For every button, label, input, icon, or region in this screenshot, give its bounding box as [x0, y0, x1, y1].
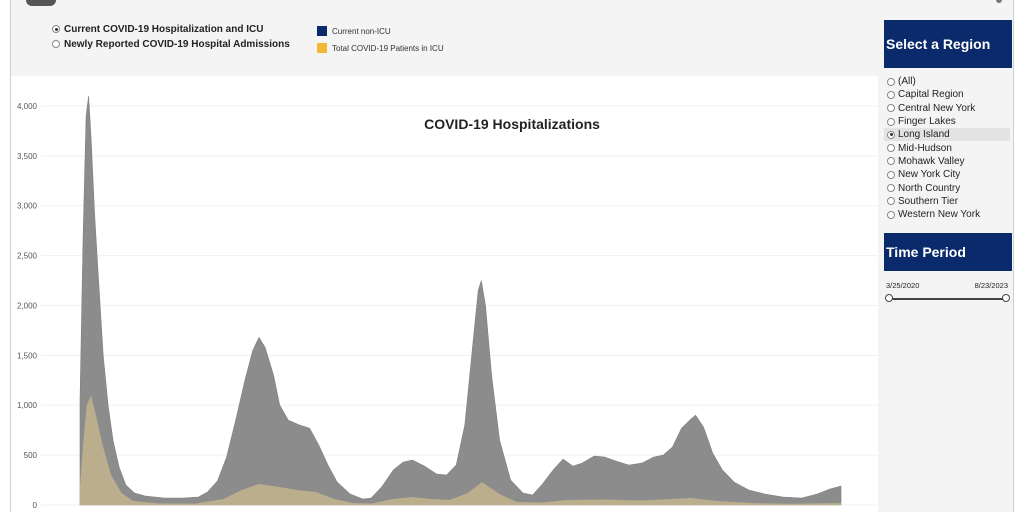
- chart-title: COVID-19 Hospitalizations: [424, 116, 600, 132]
- region-option[interactable]: Western New York: [884, 208, 1010, 221]
- radio-checked-icon[interactable]: [887, 130, 895, 139]
- radio-unchecked-icon[interactable]: [887, 77, 895, 86]
- time-period-header: Time Period: [884, 233, 1012, 271]
- time-slider-end-handle[interactable]: [1002, 294, 1010, 302]
- region-option[interactable]: North Country: [884, 181, 1010, 194]
- region-option[interactable]: Southern Tier: [884, 195, 1010, 208]
- region-label: Southern Tier: [898, 195, 959, 207]
- region-list: (All) Capital Region Central New York Finge…: [884, 75, 1012, 221]
- region-option[interactable]: Mohawk Valley: [884, 155, 1010, 168]
- radio-unchecked-icon[interactable]: [887, 144, 895, 153]
- legend-label: Total COVID-19 Patients in ICU: [332, 43, 444, 53]
- y-tick-label: 4,000: [17, 102, 38, 111]
- region-label: Finger Lakes: [898, 116, 956, 128]
- region-label: Central New York: [898, 102, 976, 114]
- region-option[interactable]: Long Island: [884, 128, 1010, 142]
- toggle-label: Current COVID-19 Hospitalization and ICU: [64, 23, 264, 35]
- region-header: Select a Region: [884, 20, 1012, 68]
- region-option[interactable]: Central New York: [884, 102, 1010, 115]
- legend-item-icu[interactable]: Total COVID-19 Patients in ICU: [317, 41, 444, 55]
- region-label: Mid-Hudson: [898, 142, 952, 154]
- region-label: (All): [898, 76, 916, 88]
- y-tick-label: 3,000: [17, 202, 38, 211]
- y-tick-label: 2,000: [17, 301, 38, 310]
- region-label: North Country: [898, 182, 961, 194]
- y-tick-label: 3,500: [17, 152, 38, 161]
- region-label: Capital Region: [898, 89, 964, 101]
- y-tick-label: 500: [24, 451, 38, 460]
- region-label: Long Island: [898, 129, 950, 141]
- y-tick-label: 2,500: [17, 252, 38, 261]
- y-axis: 0 500 1,000 1,500 2,000 2,500 3,000 3,500 4,000: [17, 102, 38, 510]
- series-non-icu-area[interactable]: [79, 95, 842, 506]
- y-tick-label: 1,000: [17, 401, 38, 410]
- radio-unchecked-icon[interactable]: [887, 197, 895, 206]
- region-option[interactable]: Capital Region: [884, 88, 1010, 101]
- region-label: Mohawk Valley: [898, 155, 965, 167]
- measure-toggle-group: Current COVID-19 Hospitalization and ICU…: [52, 22, 290, 52]
- y-tick-label: 0: [33, 501, 38, 510]
- radio-unchecked-icon[interactable]: [887, 90, 895, 99]
- legend-swatch: [317, 43, 327, 53]
- time-slider-track[interactable]: [889, 298, 1007, 300]
- date-end-label: 8/23/2023: [974, 281, 1008, 290]
- chart-panel: 0 500 1,000 1,500 2,000 2,500 3,000 3,500 4,000 …: [11, 76, 878, 512]
- radio-unchecked-icon[interactable]: [52, 40, 60, 48]
- date-start-label: 3/25/2020: [886, 281, 920, 290]
- toggle-label: Newly Reported COVID-19 Hospital Admissi…: [64, 38, 290, 50]
- cropped-corner-fragment: [996, 0, 1002, 3]
- cropped-heading-fragment: [26, 0, 56, 6]
- legend-label: Current non-ICU: [332, 26, 391, 36]
- radio-unchecked-icon[interactable]: [887, 104, 895, 113]
- region-label: New York City: [898, 169, 961, 181]
- region-option[interactable]: Finger Lakes: [884, 115, 1010, 128]
- chart-areas: [79, 95, 842, 506]
- sidebar: Select a Region (All) Capital Region Centr…: [884, 20, 1012, 221]
- radio-unchecked-icon[interactable]: [887, 157, 895, 166]
- chart-legend: Current non-ICU Total COVID-19 Patients …: [317, 24, 444, 58]
- region-option[interactable]: Mid-Hudson: [884, 141, 1010, 154]
- hospitalizations-chart: 05001,0001,5002,0002,5003,0003,5004,000 …: [17, 95, 878, 510]
- y-tick-label: 1,500: [17, 351, 38, 360]
- region-label: Western New York: [898, 209, 981, 221]
- region-option[interactable]: New York City: [884, 168, 1010, 181]
- legend-item-non-icu[interactable]: Current non-ICU: [317, 24, 444, 38]
- legend-swatch: [317, 26, 327, 36]
- radio-unchecked-icon[interactable]: [887, 170, 895, 179]
- radio-unchecked-icon[interactable]: [887, 184, 895, 193]
- radio-unchecked-icon[interactable]: [887, 117, 895, 126]
- region-option[interactable]: (All): [884, 75, 1010, 88]
- toggle-hospitalization-icu[interactable]: Current COVID-19 Hospitalization and ICU: [52, 22, 290, 36]
- gridlines: [41, 105, 878, 506]
- radio-unchecked-icon[interactable]: [887, 210, 895, 219]
- toggle-new-admissions[interactable]: Newly Reported COVID-19 Hospital Admissi…: [52, 37, 290, 51]
- radio-checked-icon[interactable]: [52, 25, 60, 33]
- time-slider-start-handle[interactable]: [885, 294, 893, 302]
